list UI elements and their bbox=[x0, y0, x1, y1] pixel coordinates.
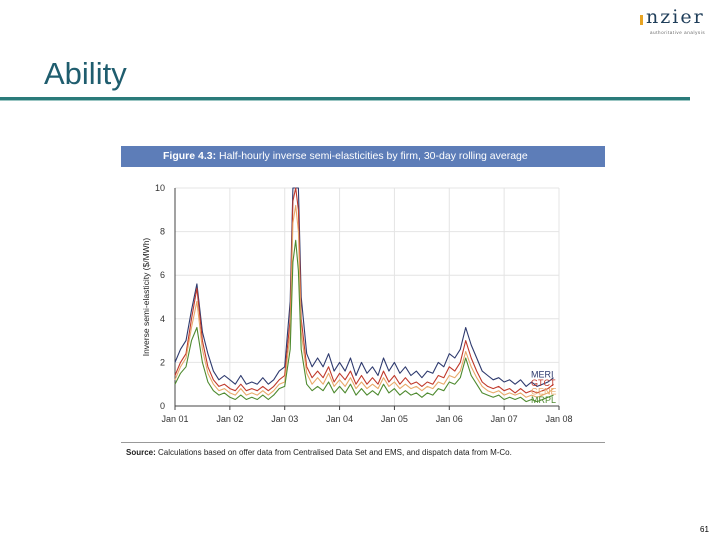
figure-title-band bbox=[121, 146, 605, 167]
legend-label-gene: GENE bbox=[531, 387, 557, 397]
figure-caption-text: Half-hourly inverse semi-elasticities by… bbox=[219, 150, 528, 162]
slide-title: Ability bbox=[44, 56, 127, 91]
series-line-gene bbox=[174, 204, 554, 398]
logo-accent-mark bbox=[640, 15, 643, 25]
legend-label-gtct: GTCT bbox=[531, 378, 556, 388]
legend-label-meri: MERI bbox=[531, 370, 554, 380]
y-tick-label: 0 bbox=[160, 401, 165, 411]
legend-label-mrpl: MRPL bbox=[531, 395, 556, 405]
source-divider bbox=[121, 442, 605, 443]
source-text: Calculations based on offer data from Ce… bbox=[158, 448, 512, 457]
y-tick-label: 6 bbox=[160, 270, 165, 280]
figure-source-note: Source: Calculations based on offer data… bbox=[126, 448, 512, 457]
chart-grid bbox=[174, 187, 560, 407]
x-tick-label: Jan 03 bbox=[271, 414, 298, 424]
series-line-mrpl bbox=[174, 239, 554, 403]
x-tick-label: Jan 04 bbox=[326, 414, 353, 424]
y-tick-label: 4 bbox=[160, 314, 165, 324]
y-tick-label: 2 bbox=[160, 357, 165, 367]
logo-wordmark: nzier bbox=[646, 6, 705, 28]
chart-series bbox=[174, 187, 554, 403]
y-axis-label: Inverse semi-elasticity ($/MWh) bbox=[141, 238, 151, 357]
x-tick-label: Jan 05 bbox=[381, 414, 408, 424]
title-underline-light bbox=[0, 100, 690, 101]
x-tick-label: Jan 02 bbox=[216, 414, 243, 424]
page-number: 61 bbox=[700, 525, 709, 534]
source-prefix: Source: bbox=[126, 448, 156, 457]
y-tick-label: 10 bbox=[155, 183, 165, 193]
series-line-gtct bbox=[174, 187, 554, 394]
x-tick-label: Jan 01 bbox=[161, 414, 188, 424]
figure-caption-prefix: Figure 4.3: bbox=[163, 150, 217, 162]
title-underline bbox=[0, 97, 690, 100]
x-tick-label: Jan 07 bbox=[491, 414, 518, 424]
x-tick-label: Jan 06 bbox=[436, 414, 463, 424]
series-line-meri bbox=[174, 187, 554, 387]
x-tick-label: Jan 08 bbox=[545, 414, 572, 424]
chart-axes: 0 2 4 6 8 10 Jan 01 Jan 02 Jan 03 Jan 04 Jan 05 Jan… bbox=[141, 183, 573, 424]
line-chart: 0 2 4 6 8 10 Jan 01 Jan 02 Jan 03 Jan 04 Jan 05 Jan… bbox=[141, 183, 573, 424]
logo-tagline: authoritative analysis bbox=[650, 30, 706, 35]
nzier-logo: nzier authoritative analysis bbox=[640, 6, 716, 36]
y-tick-label: 8 bbox=[160, 227, 165, 237]
figure-caption: Figure 4.3: Half-hourly inverse semi-ela… bbox=[163, 150, 528, 162]
